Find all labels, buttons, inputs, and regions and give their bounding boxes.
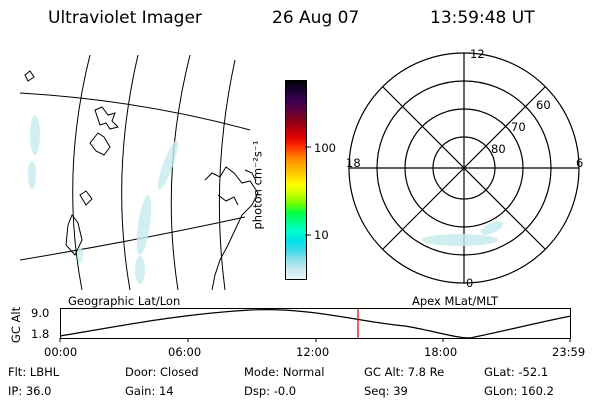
altitude-ytick-1-8: 1.8 bbox=[31, 327, 50, 341]
status-ip: IP: 36.0 bbox=[8, 384, 52, 398]
colorbar-unit-label: photon cm⁻²s⁻¹ bbox=[250, 140, 265, 230]
altitude-axis-label: GC Alt bbox=[9, 306, 24, 344]
status-gain: Gain: 14 bbox=[125, 384, 174, 398]
status-mode: Mode: Normal bbox=[244, 365, 325, 379]
mlat-label-70: 70 bbox=[511, 120, 526, 134]
status-flt: Flt: LBHL bbox=[8, 365, 60, 379]
geographic-caption: Geographic Lat/Lon bbox=[68, 294, 181, 308]
mlat-label-80: 80 bbox=[491, 142, 506, 156]
colorbar-tick-10: 10 bbox=[314, 228, 329, 242]
xtick-2359: 23:59 bbox=[552, 345, 586, 359]
header-time: 13:59:48 UT bbox=[430, 8, 535, 28]
xtick-1800: 18:00 bbox=[424, 345, 458, 359]
header-date: 26 Aug 07 bbox=[272, 8, 360, 28]
mlt-label-0: 0 bbox=[466, 276, 474, 290]
status-seq: Seq: 39 bbox=[364, 384, 408, 398]
geographic-map bbox=[20, 55, 259, 290]
instrument-title: Ultraviolet Imager bbox=[48, 8, 202, 28]
status-door: Door: Closed bbox=[125, 365, 199, 379]
colorbar bbox=[285, 80, 307, 280]
xtick-1200: 12:00 bbox=[296, 345, 330, 359]
altitude-strip bbox=[59, 308, 572, 342]
mlt-label-18: 18 bbox=[346, 156, 361, 170]
xtick-0600: 06:00 bbox=[168, 345, 202, 359]
colorbar-tick-100: 100 bbox=[314, 141, 336, 155]
status-glon: GLon: 160.2 bbox=[484, 384, 554, 398]
mlat-label-60: 60 bbox=[536, 98, 551, 112]
mlt-label-12: 12 bbox=[470, 47, 485, 61]
status-dsp: Dsp: -0.0 bbox=[244, 384, 297, 398]
colorbar-ticks bbox=[305, 146, 311, 236]
altitude-ytick-9: 9.0 bbox=[31, 306, 50, 320]
xtick-0000: 00:00 bbox=[44, 345, 78, 359]
polar-mlat-mlt-plot bbox=[348, 52, 580, 284]
status-glat: GLat: -52.1 bbox=[484, 365, 549, 379]
status-gc-alt: GC Alt: 7.8 Re bbox=[364, 365, 445, 379]
apex-caption: Apex MLat/MLT bbox=[412, 294, 499, 308]
mlt-label-6: 6 bbox=[576, 156, 584, 170]
